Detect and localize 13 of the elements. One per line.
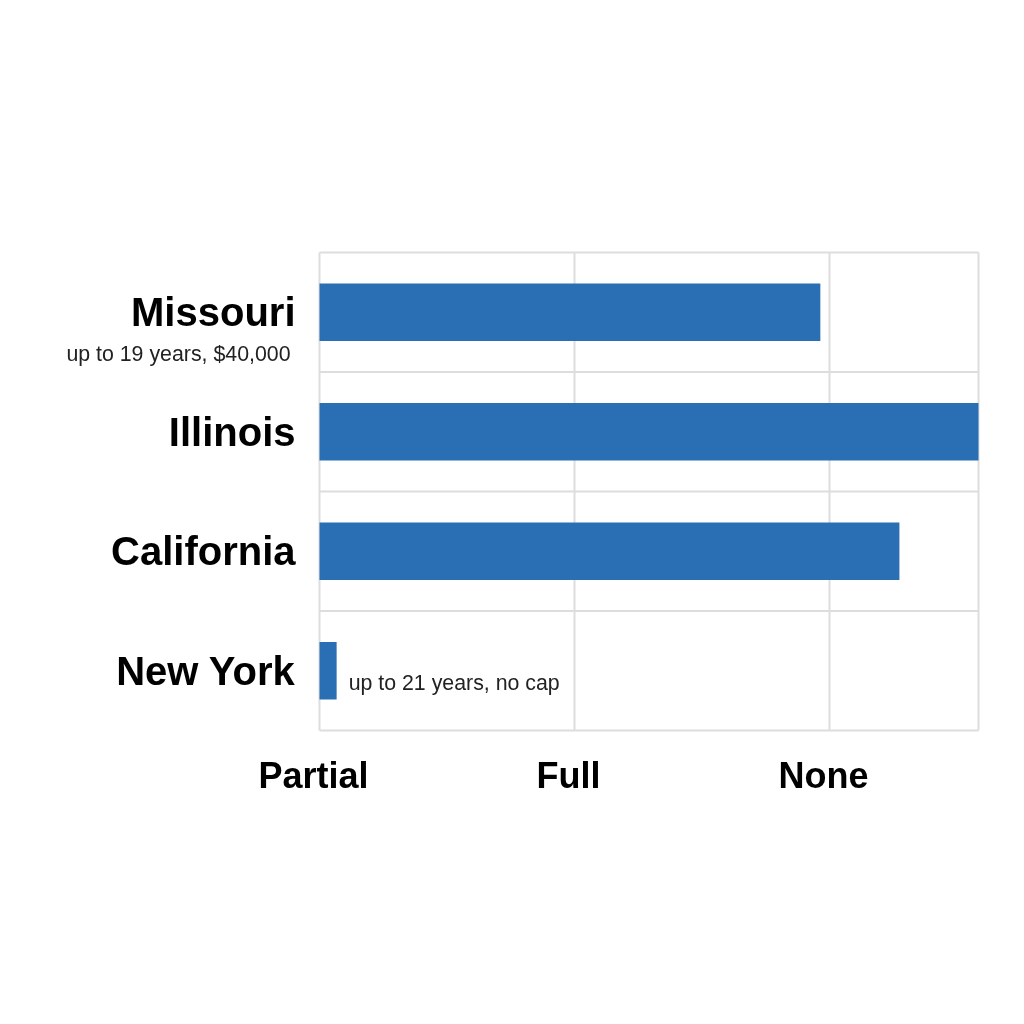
text: Full xyxy=(536,755,601,796)
y-tick-label: New York xyxy=(116,648,296,693)
annotation: up to 21 years, no cap xyxy=(348,670,560,695)
text: up to 19 years, $40,000 xyxy=(66,342,291,367)
bar xyxy=(319,642,337,700)
bar xyxy=(319,403,979,461)
y-tick-label: Missouri xyxy=(131,290,296,335)
y-tick-label: California xyxy=(111,529,297,574)
text: Partial xyxy=(258,755,369,796)
bar xyxy=(319,283,821,341)
text: None xyxy=(778,755,869,796)
y-tick-label: Illinois xyxy=(168,409,296,454)
bar xyxy=(319,522,900,580)
